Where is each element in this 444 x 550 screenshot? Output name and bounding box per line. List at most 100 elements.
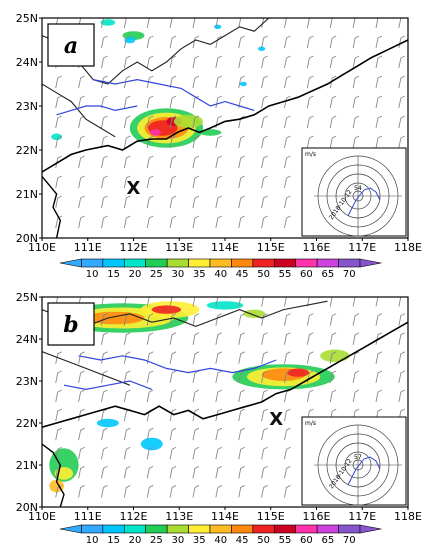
wind-barb (375, 297, 379, 307)
lat-tick-label: 24N (16, 56, 38, 69)
wind-barb (169, 297, 173, 307)
wind-barb (55, 155, 62, 169)
wind-barb (123, 332, 131, 345)
wind-barb (352, 135, 360, 149)
wind-barb (55, 351, 62, 364)
wind-barb (78, 175, 85, 189)
wind-barb (78, 408, 85, 422)
colorbar-segment (338, 258, 361, 268)
wind-barb (55, 215, 62, 229)
lon-tick-label: 115E (257, 510, 285, 523)
colorbar-segment (231, 524, 254, 534)
wind-barb (375, 332, 383, 345)
wind-barb (329, 135, 337, 149)
wind-barb (261, 115, 268, 129)
wind-barb (169, 332, 177, 345)
colorbar-tick-label: 55 (279, 535, 292, 546)
panel-label-box (47, 23, 95, 67)
wind-barb (192, 313, 200, 326)
wind-barb (306, 332, 314, 345)
wind-barb (192, 155, 200, 169)
wind-barb (169, 18, 174, 29)
wind-barb (192, 115, 200, 129)
wind-barb (329, 35, 337, 49)
wind-barb (123, 55, 131, 69)
wind-barb (215, 389, 223, 403)
lon-tick-label: 116E (303, 510, 331, 523)
colorbar-cap (359, 258, 382, 268)
river (56, 105, 138, 116)
colorbar-segment (188, 258, 211, 268)
wind-barb (215, 351, 223, 364)
wind-barb (146, 215, 154, 229)
wind-barb (352, 332, 360, 345)
wind-barb (215, 155, 223, 169)
wind-barb (55, 446, 62, 460)
lat-tick-label: 25N (16, 12, 38, 25)
wind-barb (192, 18, 196, 29)
wind-barb (146, 313, 154, 326)
wind-barb (329, 55, 337, 69)
wind-barb (215, 215, 223, 229)
wind-barb (238, 35, 245, 49)
wind-barb (215, 427, 223, 441)
wind-barb (78, 370, 85, 383)
wind-barb (101, 75, 108, 89)
wind-barb (146, 135, 154, 149)
wind-barb (123, 485, 131, 498)
wind-barb (306, 55, 314, 69)
wind-barb (123, 135, 131, 149)
wind-barb (375, 115, 383, 129)
wind-barb (238, 408, 245, 422)
wind-barb (78, 75, 85, 89)
inset-speed-label: 57 (354, 454, 362, 461)
wind-barb (55, 408, 62, 422)
lat-tick-label: 22N (16, 144, 38, 157)
echo-patch (257, 46, 266, 51)
wind-barb (261, 75, 268, 89)
wind-barb (261, 313, 268, 326)
wind-barb (78, 427, 85, 441)
colorbar-tick-label: 25 (150, 269, 163, 280)
wind-barb (55, 135, 62, 149)
wind-barb (398, 297, 402, 307)
wind-barb (215, 465, 223, 479)
wind-barb (215, 55, 223, 69)
wind-barb (123, 18, 128, 29)
wind-barb (284, 55, 291, 69)
wind-barb (146, 485, 154, 498)
wind-barb (55, 115, 62, 129)
wind-barb (261, 370, 268, 383)
wind-barb (169, 446, 177, 460)
wind-barb (375, 95, 383, 109)
echo-patch (96, 418, 119, 428)
wind-barb (284, 408, 291, 422)
wind-barb (169, 313, 177, 326)
wind-barb (146, 175, 154, 189)
wind-barb (329, 75, 337, 89)
wind-barb (284, 155, 291, 169)
wind-barb (398, 115, 406, 129)
wind-barb (238, 75, 245, 89)
wind-barb (78, 485, 85, 498)
wind-barb (238, 115, 245, 129)
wind-barb (352, 351, 360, 364)
wind-barb (284, 95, 291, 109)
wind-barb (261, 427, 268, 441)
wind-barb (238, 427, 245, 441)
lon-tick-label: 118E (394, 510, 422, 523)
wind-barb (215, 485, 223, 498)
panel-label-box (47, 302, 95, 346)
colorbar-segment (295, 524, 318, 534)
wind-barb (261, 389, 268, 403)
wind-barb (146, 115, 154, 129)
wind-barb (123, 351, 131, 364)
wind-barb (169, 427, 177, 441)
wind-barb (101, 389, 108, 403)
wind-barb (329, 313, 337, 326)
panel-label: b (63, 312, 78, 338)
echo-patch (51, 133, 63, 141)
lon-tick-label: 110E (28, 241, 56, 254)
colorbar-segment (316, 524, 339, 534)
